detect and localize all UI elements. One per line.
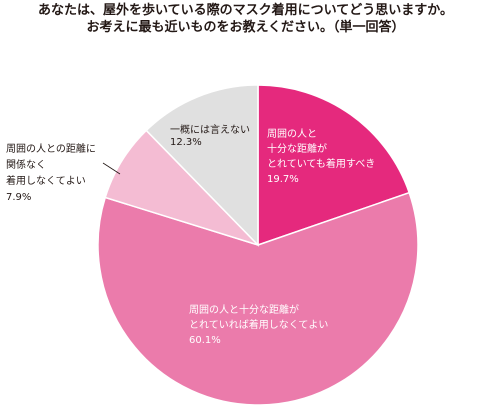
slice-category-label-1: 十分な距離が bbox=[267, 142, 327, 155]
slice-category-label-3: 関係なく bbox=[6, 159, 46, 171]
slice-category-label-3: 周囲の人との距離に bbox=[6, 142, 96, 155]
chart-title-line2: お考えに最も近いものをお教えください。（単一回答） bbox=[86, 20, 405, 35]
pie-slice-2 bbox=[97, 191, 419, 406]
pie-slice-4 bbox=[145, 84, 259, 247]
slice-value-label-3: 7.9% bbox=[6, 192, 31, 203]
slice-category-label-3: 着用しなくてよい bbox=[6, 174, 86, 187]
slice-category-label-2: とれていれば着用しなくてよい bbox=[189, 318, 328, 331]
chart-title-line1: あなたは、屋外を歩いている際のマスク着用についてどう思いますか。 bbox=[38, 3, 453, 18]
slice-value-label-1: 19.7% bbox=[267, 174, 299, 185]
leader-line-3 bbox=[102, 162, 121, 175]
slice-category-label-4: 一概には言えない bbox=[170, 123, 250, 136]
slice-category-label-2: 周囲の人と十分な距離が bbox=[189, 303, 299, 316]
slice-category-label-1: 周囲の人と bbox=[267, 128, 317, 140]
slice-category-label-1: とれていても着用すべき bbox=[267, 157, 375, 170]
slice-value-label-2: 60.1% bbox=[189, 335, 221, 346]
slice-value-label-4: 12.3% bbox=[170, 137, 202, 148]
